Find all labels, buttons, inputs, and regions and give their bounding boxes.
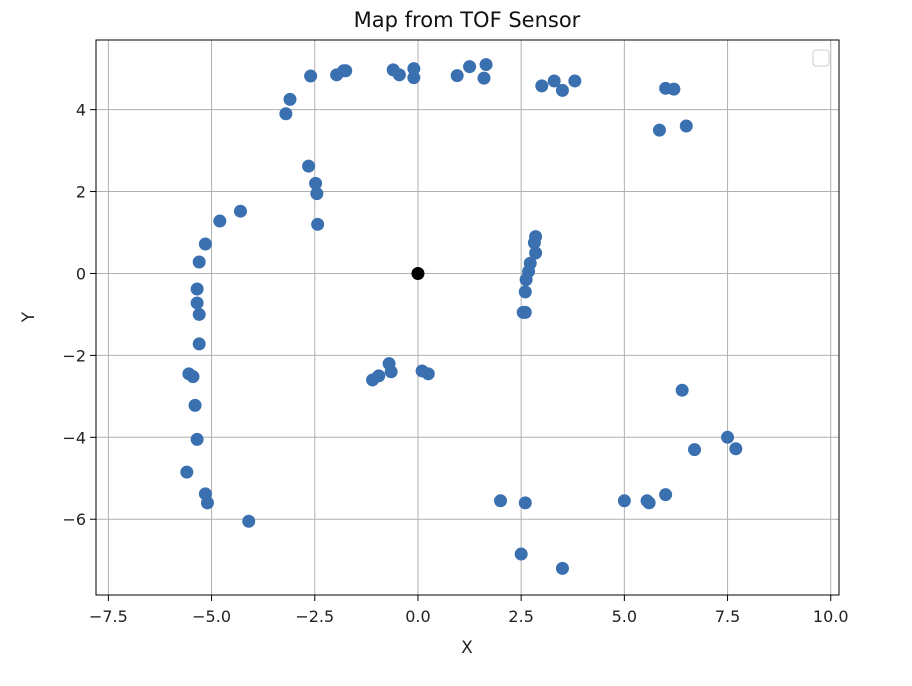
data-point — [180, 465, 194, 479]
data-point — [555, 561, 569, 575]
y-tick-label: 0 — [76, 264, 86, 283]
data-point — [667, 82, 681, 96]
data-point — [192, 307, 206, 321]
data-point — [192, 255, 206, 269]
data-point — [407, 62, 421, 76]
data-point — [688, 443, 702, 457]
data-point — [310, 187, 324, 201]
data-point — [535, 79, 549, 93]
x-tick-label: 7.5 — [715, 607, 740, 626]
data-point — [675, 383, 689, 397]
origin-point — [411, 266, 425, 280]
x-tick-label: 5.0 — [612, 607, 637, 626]
data-point — [302, 159, 316, 173]
data-point — [477, 71, 491, 85]
plot-frame — [95, 39, 840, 596]
x-tick-label: −2.5 — [295, 607, 334, 626]
x-tick-label: 10.0 — [813, 607, 849, 626]
x-axis-ticks: −7.5 −5.0 −2.5 0.0 2.5 5.0 7.5 10.0 — [89, 595, 849, 626]
data-point — [311, 217, 325, 231]
data-point — [283, 92, 297, 106]
data-point — [233, 204, 247, 218]
data-point — [652, 123, 666, 137]
chart-title: Map from TOF Sensor — [354, 8, 581, 32]
data-point — [568, 74, 582, 88]
data-point — [529, 246, 543, 260]
data-point — [186, 370, 200, 384]
data-point — [200, 496, 214, 510]
data-point — [518, 496, 532, 510]
y-tick-label: −6 — [62, 510, 86, 529]
data-point — [518, 305, 532, 319]
data-point — [642, 496, 656, 510]
data-point — [679, 119, 693, 133]
data-point — [190, 432, 204, 446]
x-tick-label: −7.5 — [89, 607, 128, 626]
y-tick-label: −2 — [62, 346, 86, 365]
data-point — [617, 494, 631, 508]
data-point — [279, 107, 293, 121]
data-point — [659, 488, 673, 502]
data-point — [519, 273, 533, 287]
x-tick-label: −5.0 — [192, 607, 231, 626]
data-point — [190, 296, 204, 310]
data-point — [479, 58, 493, 72]
y-axis-ticks: −6 −4 −2 0 2 4 — [62, 101, 96, 529]
data-point — [514, 547, 528, 561]
data-point — [421, 367, 435, 381]
data-point — [192, 337, 206, 351]
data-point — [555, 83, 569, 97]
data-point — [309, 176, 323, 190]
data-point — [721, 430, 735, 444]
data-point — [547, 74, 561, 88]
data-point — [392, 68, 406, 82]
data-point — [450, 69, 464, 83]
data-point — [729, 442, 743, 456]
data-point — [304, 69, 318, 83]
data-point — [190, 282, 204, 296]
data-point — [188, 398, 202, 412]
data-points — [180, 58, 743, 575]
data-point — [339, 64, 353, 78]
x-axis-label: X — [461, 638, 473, 658]
data-point — [494, 494, 508, 508]
data-point — [463, 60, 477, 74]
data-point — [384, 365, 398, 379]
x-tick-label: 0.0 — [405, 607, 430, 626]
y-tick-label: 2 — [76, 183, 86, 202]
data-point — [518, 285, 532, 299]
legend-box — [812, 49, 830, 67]
y-tick-label: 4 — [76, 101, 86, 120]
x-tick-label: 2.5 — [508, 607, 533, 626]
data-point — [198, 237, 212, 251]
data-point — [372, 369, 386, 383]
y-tick-label: −4 — [62, 428, 86, 447]
data-point — [213, 214, 227, 228]
y-axis-label: Y — [19, 311, 39, 323]
data-point — [242, 514, 256, 528]
data-point — [527, 236, 541, 250]
data-point — [407, 71, 421, 85]
